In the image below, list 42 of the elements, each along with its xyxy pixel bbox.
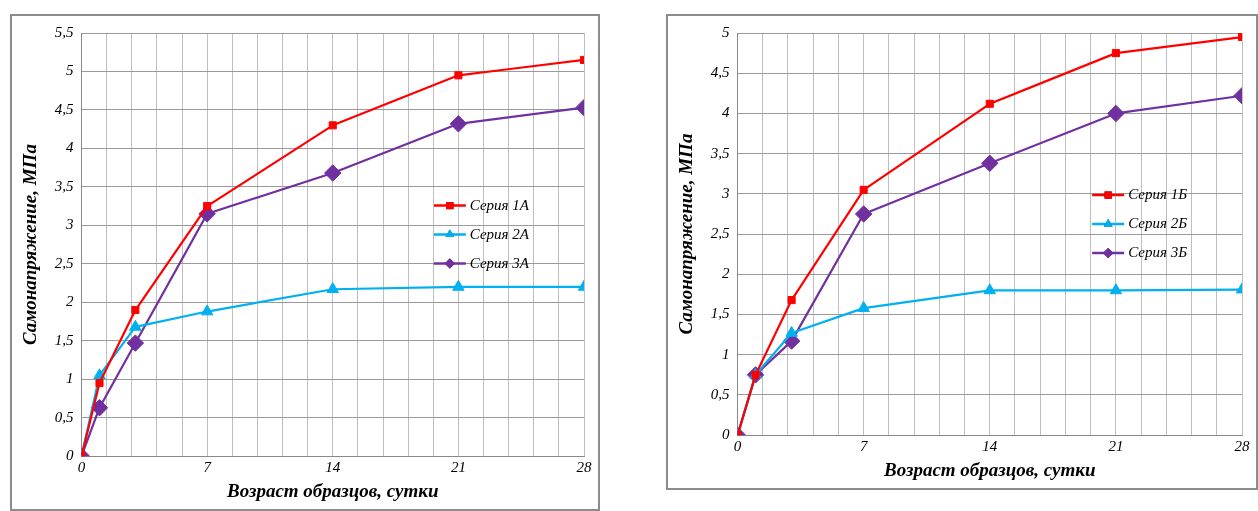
y-tick-label: 1,5 (710, 305, 731, 322)
x-axis-title: Возраст образцов, сутки (883, 458, 1096, 480)
y-tick-label: 3 (721, 184, 730, 201)
y-tick-label: 5,5 (54, 23, 75, 40)
y-tick-label: 1 (66, 370, 74, 387)
x-tick-label: 7 (203, 459, 213, 476)
y-tick-label: 3,5 (53, 177, 75, 194)
y-tick-label: 5 (722, 23, 731, 40)
y-tick-label: 4 (722, 104, 731, 121)
y-tick-label: 2,5 (710, 225, 731, 242)
y-tick-label: 3,5 (709, 144, 731, 161)
y-tick-label: 0 (722, 426, 731, 443)
y-axis-title: Самонапряжение, МПа (675, 133, 697, 335)
x-tick-label: 0 (77, 459, 86, 476)
x-tick-label: 21 (1108, 438, 1124, 455)
y-tick-label: 0,5 (710, 385, 731, 402)
x-tick-label: 28 (1234, 438, 1250, 455)
legend-label: Серия 1А (469, 196, 530, 213)
x-tick-label: 21 (450, 459, 466, 476)
legend-label: Серия 2Б (1128, 215, 1188, 232)
legend-label: Серия 3А (469, 254, 530, 271)
legend-label: Серия 1Б (1128, 186, 1188, 203)
y-tick-label: 5 (66, 62, 75, 79)
x-axis-title: Возраст образцов, сутки (226, 479, 439, 501)
y-axis-title: Самонапряжение, МПа (19, 143, 41, 346)
legend-label: Серия 3Б (1128, 244, 1188, 261)
x-tick-label: 14 (325, 459, 341, 476)
x-tick-label: 28 (576, 459, 592, 476)
y-tick-label: 3 (65, 216, 74, 233)
y-tick-label: 2 (722, 265, 731, 282)
y-tick-label: 1 (722, 345, 730, 362)
y-tick-label: 4,5 (710, 64, 731, 81)
y-tick-label: 0,5 (54, 408, 75, 425)
x-tick-label: 7 (859, 438, 869, 455)
y-tick-label: 2,5 (54, 254, 75, 271)
x-tick-label: 0 (733, 438, 742, 455)
y-tick-label: 2 (66, 293, 75, 310)
y-tick-label: 4 (66, 139, 75, 156)
x-tick-label: 14 (982, 438, 998, 455)
y-tick-label: 4,5 (54, 100, 75, 117)
y-tick-label: 1,5 (54, 331, 75, 348)
legend-label: Серия 2А (469, 225, 530, 242)
